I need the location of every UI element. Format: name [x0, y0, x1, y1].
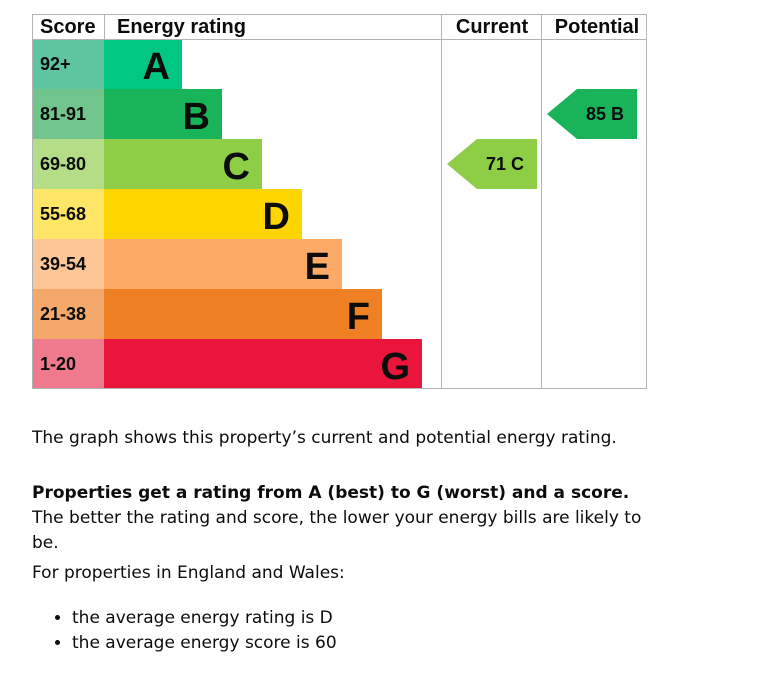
average-score-item: the average energy score is 60: [72, 631, 337, 656]
rating-letter-f: F: [347, 296, 370, 338]
score-range-a: 92+: [40, 54, 71, 74]
epc-chart: Score Energy rating Current Potential 92…: [32, 14, 647, 389]
rating-explanation: Properties get a rating from A (best) to…: [32, 481, 652, 556]
score-cell-e: [32, 239, 104, 289]
header-current: Current: [456, 16, 529, 38]
potential-rating-arrow: [547, 89, 637, 139]
rating-bar-c: [104, 139, 262, 189]
header-score: Score: [40, 16, 96, 38]
rating-bar-f: [104, 289, 382, 339]
rating-bar-g: [104, 339, 422, 389]
score-cell-a: [32, 39, 104, 89]
rating-letter-a: A: [143, 46, 170, 88]
score-range-g: 1-20: [40, 354, 76, 374]
score-cell-d: [32, 189, 104, 239]
rating-explanation-bold: Properties get a rating from A (best) to…: [32, 483, 630, 503]
score-range-d: 55-68: [40, 204, 86, 224]
score-cell-c: [32, 139, 104, 189]
average-list: the average energy rating is D the avera…: [32, 606, 337, 656]
score-cell-b: [32, 89, 104, 139]
rating-bar-a: [104, 39, 182, 89]
rating-letter-b: B: [183, 96, 210, 138]
potential-rating-label: 85 B: [586, 104, 624, 124]
header-potential: Potential: [555, 16, 639, 38]
score-range-e: 39-54: [40, 254, 86, 274]
score-range-c: 69-80: [40, 154, 86, 174]
rating-bands: 92+ A 81-91 B 69-80 C 55-68 D 39-54 E 21-38 F 1-20 G: [32, 39, 422, 389]
average-intro: For properties in England and Wales:: [32, 563, 345, 583]
score-range-b: 81-91: [40, 104, 86, 124]
rating-markers: 71 C 85 B: [447, 89, 637, 189]
rating-bar-b: [104, 89, 222, 139]
score-cell-f: [32, 289, 104, 339]
score-cell-g: [32, 339, 104, 389]
grid-lines: [32, 14, 647, 389]
summary-text: The graph shows this property’s current …: [32, 428, 617, 448]
score-range-f: 21-38: [40, 304, 86, 324]
rating-letter-c: C: [223, 146, 250, 188]
rating-letter-e: E: [305, 246, 330, 288]
rating-letter-g: G: [380, 346, 410, 388]
average-rating-item: the average energy rating is D: [72, 606, 337, 631]
rating-bar-d: [104, 189, 302, 239]
current-rating-arrow: [447, 139, 537, 189]
header-energy-rating: Energy rating: [117, 16, 246, 38]
rating-bar-e: [104, 239, 342, 289]
current-rating-label: 71 C: [486, 154, 524, 174]
rating-letter-d: D: [263, 196, 290, 238]
rating-explanation-rest: The better the rating and score, the low…: [32, 508, 642, 553]
